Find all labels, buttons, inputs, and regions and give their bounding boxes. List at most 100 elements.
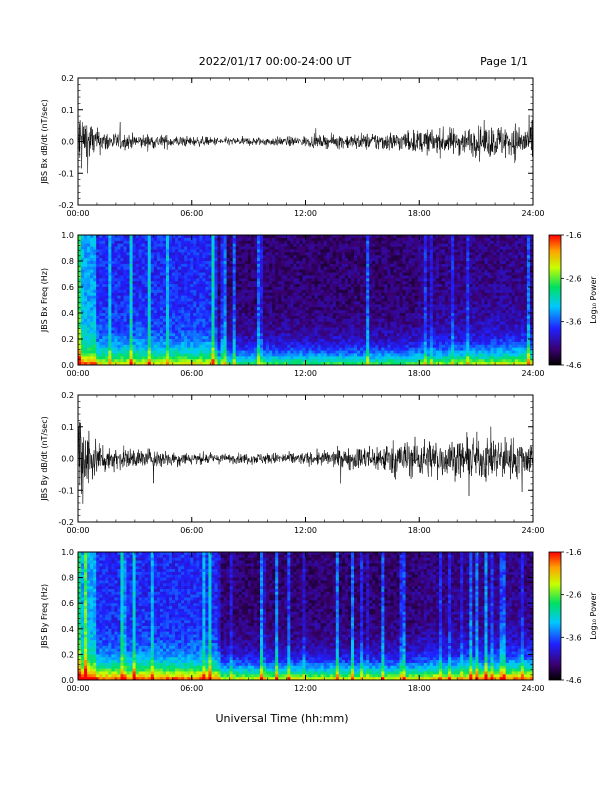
heatmap-cell — [90, 255, 94, 259]
heatmap-cell — [311, 315, 315, 320]
heatmap-cell — [378, 318, 382, 323]
heatmap-cell — [305, 243, 309, 247]
heatmap-cell — [81, 315, 85, 320]
heatmap-cell — [223, 310, 228, 314]
heatmap-cell — [263, 255, 267, 259]
heatmap-cell — [281, 347, 285, 351]
heatmap-cell — [238, 298, 243, 302]
heatmap-cell — [326, 287, 331, 291]
heatmap-cell — [402, 237, 406, 242]
heatmap-cell — [138, 347, 143, 351]
heatmap-cell — [241, 269, 246, 273]
heatmap-cell — [272, 304, 276, 308]
heatmap-cell — [132, 240, 137, 245]
heatmap-cell — [344, 272, 349, 276]
heatmap-cell — [351, 235, 355, 239]
heatmap-cell — [247, 304, 252, 308]
heatmap-cell — [123, 353, 127, 357]
heatmap-cell — [402, 350, 406, 354]
heatmap-cell — [126, 315, 130, 320]
heatmap-cell — [117, 313, 121, 317]
heatmap-cell — [178, 295, 182, 299]
heatmap-cell — [378, 240, 382, 245]
heatmap-cell — [290, 263, 294, 268]
heatmap-cell — [175, 284, 179, 288]
heatmap-cell — [205, 310, 209, 314]
heatmap-cell — [326, 269, 331, 273]
heatmap-cell — [172, 281, 176, 285]
heatmap-cell — [226, 258, 231, 262]
heatmap-cell — [372, 252, 376, 256]
heatmap-cell — [181, 359, 185, 363]
heatmap-cell — [129, 359, 133, 363]
heatmap-cell — [341, 255, 346, 259]
heatmap-cell — [354, 347, 358, 351]
heatmap-cell — [184, 237, 188, 242]
heatmap-cell — [153, 318, 158, 323]
heatmap-cell — [287, 281, 291, 285]
heatmap-cell — [84, 261, 88, 265]
heatmap-cell — [214, 324, 218, 328]
heatmap-cell — [269, 330, 273, 334]
heatmap-cell — [190, 275, 194, 279]
heatmap-cell — [156, 252, 161, 256]
heatmap-cell — [351, 281, 355, 285]
heatmap-cell — [120, 266, 124, 271]
heatmap-cell — [126, 235, 130, 239]
heatmap-cell — [314, 237, 319, 242]
heatmap-cell — [323, 272, 328, 276]
heatmap-cell — [87, 356, 91, 360]
heatmap-cell — [232, 278, 237, 282]
heatmap-cell — [99, 243, 103, 247]
heatmap-cell — [332, 249, 337, 253]
heatmap-cell — [256, 240, 261, 245]
heatmap-cell — [244, 318, 249, 323]
heatmap-cell — [208, 339, 212, 343]
heatmap-cell — [147, 266, 152, 271]
heatmap-cell — [123, 289, 127, 294]
heatmap-cell — [184, 275, 188, 279]
heatmap-cell — [141, 333, 146, 337]
heatmap-cell — [272, 318, 276, 323]
heatmap-cell — [396, 307, 400, 311]
heatmap-cell — [269, 235, 273, 239]
heatmap-cell — [226, 275, 231, 279]
heatmap-cell — [278, 327, 282, 331]
heatmap-cell — [202, 287, 206, 291]
heatmap-cell — [187, 330, 191, 334]
heatmap-cell — [308, 263, 312, 268]
heatmap-cell — [341, 321, 346, 325]
heatmap-cell — [256, 292, 261, 297]
heatmap-cell — [144, 359, 149, 363]
heatmap-cell — [105, 344, 109, 349]
heatmap-cell — [84, 307, 88, 311]
heatmap-cell — [208, 249, 212, 253]
heatmap-cell — [354, 336, 358, 340]
heatmap-cell — [357, 278, 361, 282]
heatmap-cell — [187, 240, 191, 245]
heatmap-cell — [284, 321, 288, 325]
heatmap-cell — [190, 287, 194, 291]
heatmap-cell — [108, 261, 112, 265]
heatmap-cell — [256, 324, 261, 328]
heatmap-cell — [387, 243, 391, 247]
heatmap-cell — [402, 287, 406, 291]
heatmap-cell — [190, 310, 194, 314]
heatmap-cell — [190, 295, 194, 299]
heatmap-cell — [266, 356, 270, 360]
heatmap-cell — [132, 341, 137, 346]
heatmap-cell — [108, 298, 112, 302]
heatmap-cell — [138, 287, 143, 291]
heatmap-cell — [123, 359, 127, 363]
heatmap-cell — [153, 272, 158, 276]
heatmap-cell — [393, 237, 397, 242]
heatmap-cell — [296, 249, 300, 253]
heatmap-cell — [314, 295, 319, 299]
heatmap-cell — [247, 240, 252, 245]
heatmap-cell — [241, 362, 246, 366]
heatmap-cell — [396, 356, 400, 360]
heatmap-cell — [211, 261, 215, 265]
heatmap-cell — [102, 287, 106, 291]
heatmap-cell — [338, 353, 343, 357]
heatmap-cell — [87, 298, 91, 302]
